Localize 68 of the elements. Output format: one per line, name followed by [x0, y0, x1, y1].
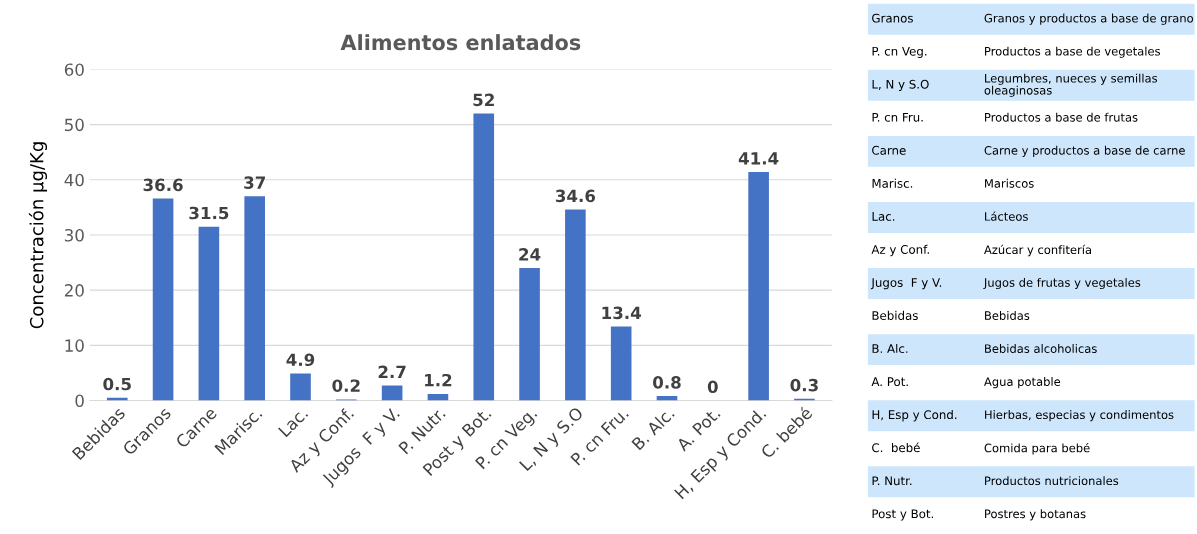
text: Carne y productos a base de carne [984, 145, 1185, 157]
y-axis-title: Concentración µg/Kg [28, 142, 48, 329]
text: Bebidas alcoholicas [985, 344, 1097, 353]
data-label: 0 [707, 380, 718, 394]
data-label: 34.6 [555, 189, 596, 203]
data-label: 41.4 [738, 152, 779, 165]
x-tick-label: B. Alc. [631, 406, 675, 451]
text: Azúcar y confitería [984, 244, 1091, 257]
text: Az y Conf. [871, 244, 929, 257]
bar [152, 198, 174, 401]
y-tick-label: 40 [64, 173, 84, 187]
text: Postres y botanas [985, 509, 1086, 521]
data-label: 4.9 [286, 353, 315, 367]
data-label: 52 [473, 93, 494, 107]
text: Hierbas, especias y condimentos [985, 410, 1174, 422]
data-label: 37 [244, 176, 265, 189]
text: L, N y S.O [872, 79, 929, 91]
data-label: 13.4 [602, 306, 641, 320]
data-label: 0.5 [103, 377, 131, 391]
text: A. Pot. [871, 377, 908, 387]
text: Carne [872, 145, 906, 155]
text: Granos y productos a base de grano [984, 13, 1194, 25]
bar [473, 113, 495, 401]
text: Productos a base de vegetales [985, 46, 1161, 58]
text: P. Nutr. [872, 476, 912, 486]
bar [748, 172, 769, 401]
y-tick-label: 60 [64, 63, 84, 76]
text: Lac. [872, 212, 895, 221]
text: Post y Bot. [872, 509, 934, 521]
y-tick-label: 20 [64, 284, 84, 297]
bar [244, 196, 265, 401]
text: Productos nutricionales [985, 476, 1119, 486]
data-label: 36.6 [143, 178, 183, 192]
text: Jugos de frutas y vegetales [983, 277, 1141, 290]
bar [610, 326, 632, 401]
text: B. Alc. [872, 343, 908, 354]
text: P. cn Veg. [872, 46, 927, 58]
x-tick-label: A. Pot. [675, 406, 721, 452]
text: Marisc. [872, 178, 913, 188]
data-label: 1.2 [425, 373, 452, 387]
y-tick-label: 30 [64, 228, 84, 242]
bar [198, 226, 220, 401]
text: Productos a base de frutas [985, 112, 1138, 122]
text: Legumbres, nueces y semillas oleaginosas [984, 73, 1158, 97]
bar [381, 385, 403, 401]
data-label: 0.2 [332, 379, 360, 392]
bar [290, 373, 311, 401]
data-label: 0.8 [653, 376, 681, 389]
data-label: 31.5 [189, 206, 229, 220]
text: Granos [872, 13, 913, 23]
data-label: 24 [519, 248, 541, 261]
text: Bebidas [872, 310, 918, 320]
data-label: 2.7 [378, 365, 406, 378]
text: P. cn Fru. [872, 112, 923, 122]
bar [519, 268, 540, 401]
text: Agua potable [984, 377, 1061, 389]
y-tick-label: 50 [64, 118, 84, 132]
data-label: 0.3 [790, 378, 818, 392]
bar [565, 209, 586, 401]
text: Bebidas [985, 310, 1030, 320]
text: Comida para bebé [984, 442, 1090, 455]
chart-title: Alimentos enlatados [340, 34, 581, 51]
x-tick-label: Lac. [278, 407, 309, 438]
y-tick-label: 0 [75, 394, 84, 408]
text: Jugos F y V. [870, 278, 942, 290]
text: Lácteos [985, 211, 1028, 221]
text: Mariscos [985, 178, 1034, 188]
y-tick-label: 10 [65, 339, 84, 352]
